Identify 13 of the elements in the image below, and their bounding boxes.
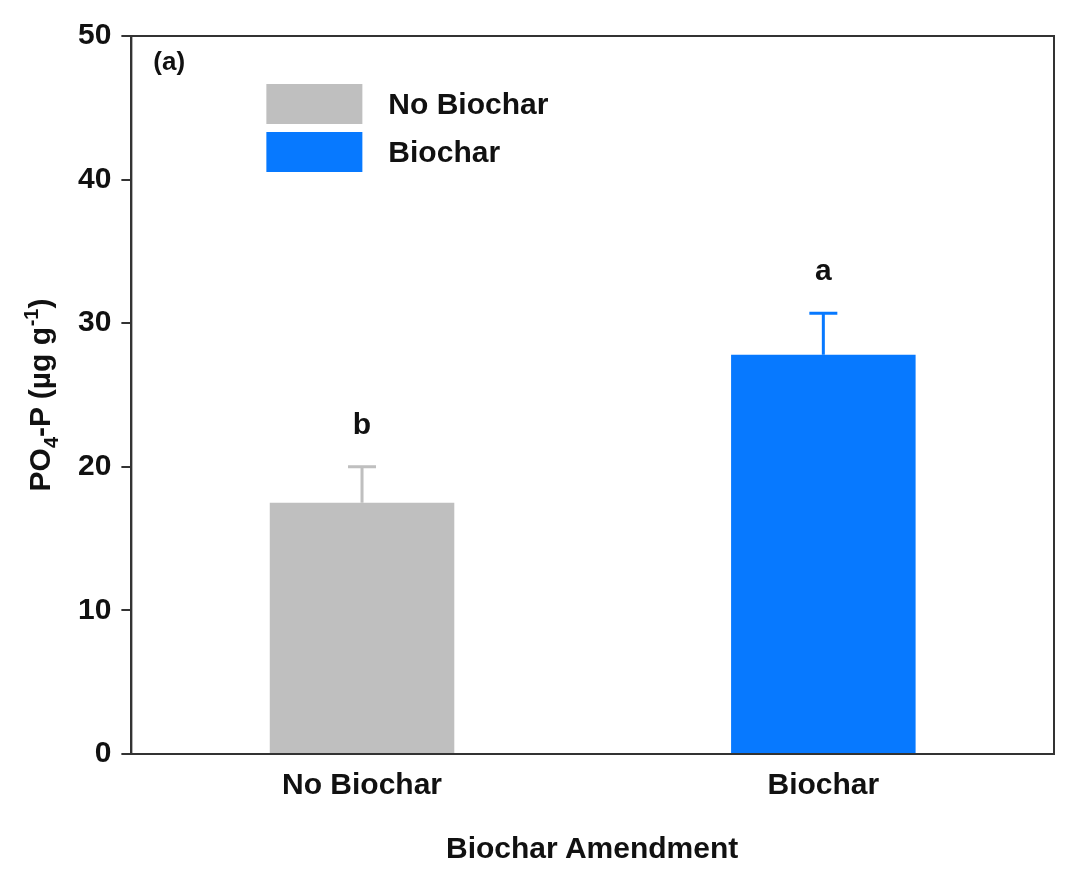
y-tick-label: 10 bbox=[77, 591, 112, 625]
annotation: a bbox=[815, 253, 832, 287]
y-tick-label: 30 bbox=[77, 304, 112, 338]
y-tick-label: 0 bbox=[94, 735, 112, 769]
y-tick-label: 40 bbox=[77, 160, 112, 194]
y-axis-title: PO4-P (µg g-1) bbox=[20, 298, 62, 492]
annotation: (a) bbox=[153, 46, 186, 77]
legend-label: No Biochar bbox=[388, 87, 549, 121]
y-tick-label: 50 bbox=[77, 17, 112, 51]
legend-label: Biochar bbox=[388, 135, 501, 169]
y-tick-label: 20 bbox=[77, 448, 112, 482]
annotation: b bbox=[352, 407, 372, 441]
x-axis-title: Biochar Amendment bbox=[446, 831, 739, 864]
